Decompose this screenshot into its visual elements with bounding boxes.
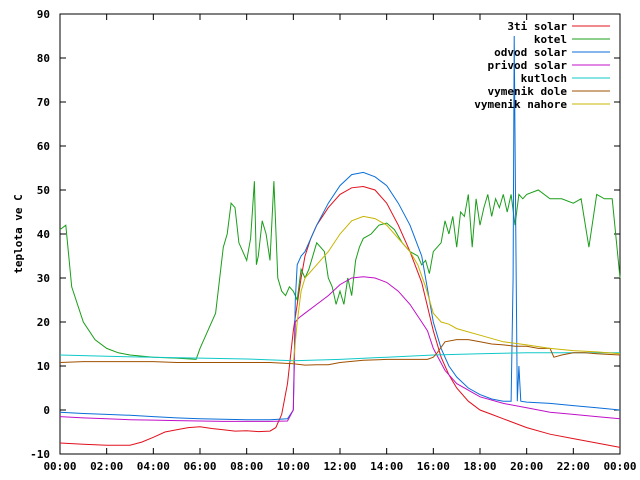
series-line-odvod-solar (59, 35, 621, 421)
x-tick-label: 14:00 (370, 460, 403, 473)
series-layer (59, 35, 621, 448)
legend-label: kotel (534, 33, 567, 46)
y-axis-title: teplota ve C (12, 194, 25, 273)
y-tick-label: 90 (37, 8, 50, 21)
y-tick-label: 50 (37, 184, 50, 197)
y-tick-label: 30 (37, 272, 50, 285)
x-tick-label: 04:00 (137, 460, 170, 473)
x-axis: 00:00 02:00 04:00 06:00 08:00 10:00 12:00 14:00… (43, 14, 637, 473)
x-tick-label: 12:00 (323, 460, 356, 473)
series-line-3ti-solar (59, 185, 621, 448)
x-tick-label: 00:00 (43, 460, 76, 473)
series-line-kutloch (59, 352, 620, 362)
x-tick-label: 10:00 (277, 460, 310, 473)
legend-label: vymenik nahore (474, 98, 567, 111)
y-tick-label: -10 (30, 448, 50, 461)
x-tick-label: 20:00 (510, 460, 543, 473)
y-axis: -10 0 10 20 30 40 50 60 70 80 90 (30, 8, 620, 461)
series-line-privod-solar (59, 276, 621, 422)
legend-label: kutloch (521, 72, 567, 85)
y-tick-label: 0 (43, 404, 50, 417)
x-tick-label: 06:00 (183, 460, 216, 473)
x-tick-label: 08:00 (230, 460, 263, 473)
series-line-kotel (59, 181, 621, 360)
y-tick-label: 80 (37, 52, 50, 65)
legend-label: privod solar (488, 59, 568, 72)
x-tick-label: 16:00 (417, 460, 450, 473)
y-tick-label: 40 (37, 228, 50, 241)
legend-label: vymenik dole (488, 85, 568, 98)
y-tick-label: 60 (37, 140, 50, 153)
x-tick-label: 00:00 (603, 460, 636, 473)
x-tick-label: 18:00 (463, 460, 496, 473)
legend-label: 3ti solar (507, 20, 567, 33)
y-tick-label: 20 (37, 316, 50, 329)
y-tick-label: 10 (37, 360, 50, 373)
series-line-vymenik-nahore (292, 215, 621, 364)
y-tick-label: 70 (37, 96, 50, 109)
legend-label: odvod solar (494, 46, 567, 59)
x-tick-label: 22:00 (557, 460, 590, 473)
x-tick-label: 02:00 (90, 460, 123, 473)
